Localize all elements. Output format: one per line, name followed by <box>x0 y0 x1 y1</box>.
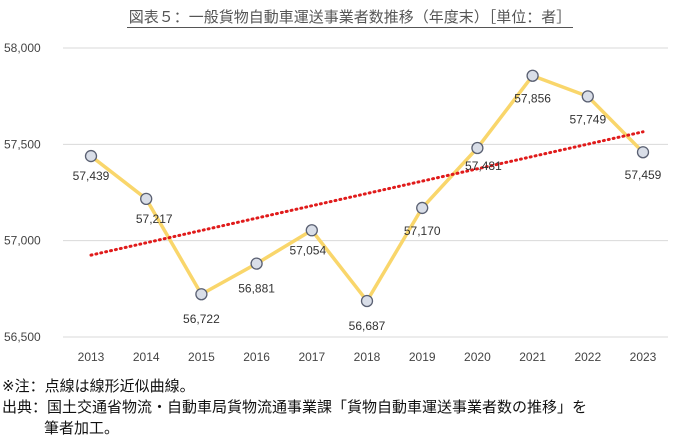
x-axis-ticks: 2013 2014 2015 2016 2017 2018 2019 2020 2021 2022… <box>78 350 657 364</box>
x-tick-label: 2013 <box>78 350 105 364</box>
data-point <box>195 288 208 301</box>
data-labels: 57,439 57,217 56,722 56,881 57,054 56,687 57,1… <box>73 92 662 333</box>
series-line <box>89 73 645 303</box>
data-label: 56,687 <box>349 319 386 333</box>
data-point <box>360 294 374 308</box>
x-tick-label: 2020 <box>464 350 491 364</box>
data-label: 57,054 <box>289 243 326 257</box>
trendline <box>89 130 645 257</box>
data-point <box>140 192 153 206</box>
data-point <box>250 257 263 270</box>
y-axis-ticks: 56,500 57,000 57,500 58,000 <box>4 41 41 344</box>
data-point <box>416 201 429 215</box>
series-line <box>89 73 645 303</box>
x-tick-label: 2016 <box>243 350 270 364</box>
x-tick-label: 2021 <box>519 350 546 364</box>
x-tick-label: 2022 <box>574 350 601 364</box>
trendline <box>89 130 645 257</box>
data-point <box>305 224 318 237</box>
x-tick-label: 2015 <box>188 350 215 364</box>
data-label: 57,170 <box>404 224 441 238</box>
y-tick-label: 56,500 <box>4 330 41 344</box>
data-markers <box>84 69 650 308</box>
data-label: 57,481 <box>465 159 502 173</box>
data-label: 57,217 <box>136 212 173 226</box>
y-tick-label: 58,000 <box>4 41 41 55</box>
data-label: 57,749 <box>569 112 606 126</box>
data-point <box>471 141 484 155</box>
gridlines <box>63 47 668 338</box>
source-line: 出典：国土交通省物流・自動車局貨物流通事業課「貨物自動車運送事業者数の推移」を <box>2 398 588 416</box>
data-point <box>581 90 594 103</box>
data-label: 56,881 <box>238 282 275 296</box>
data-point <box>636 146 650 159</box>
chart-notes: ※注：点線は線形近似曲線。 出典：国土交通省物流・自動車局貨物流通事業課「貨物自… <box>2 376 587 439</box>
source-line-continued: 筆者加工。 <box>44 419 120 437</box>
x-tick-label: 2018 <box>354 350 381 364</box>
data-label: 57,459 <box>625 168 662 182</box>
data-point <box>526 69 539 82</box>
x-tick-label: 2019 <box>409 350 436 364</box>
x-tick-label: 2014 <box>133 350 160 364</box>
x-tick-label: 2023 <box>630 350 657 364</box>
data-label: 56,722 <box>183 312 220 326</box>
x-tick-label: 2017 <box>298 350 325 364</box>
note-line: ※注：点線は線形近似曲線。 <box>2 377 195 395</box>
chart-title: 図表５：一般貨物自動車運送事業者数推移（年度末）［単位：者］ <box>126 8 574 28</box>
data-point <box>84 149 98 163</box>
data-label: 57,439 <box>73 169 110 183</box>
y-tick-label: 57,500 <box>4 137 41 151</box>
y-tick-label: 57,000 <box>4 234 41 248</box>
data-label: 57,856 <box>514 92 551 106</box>
